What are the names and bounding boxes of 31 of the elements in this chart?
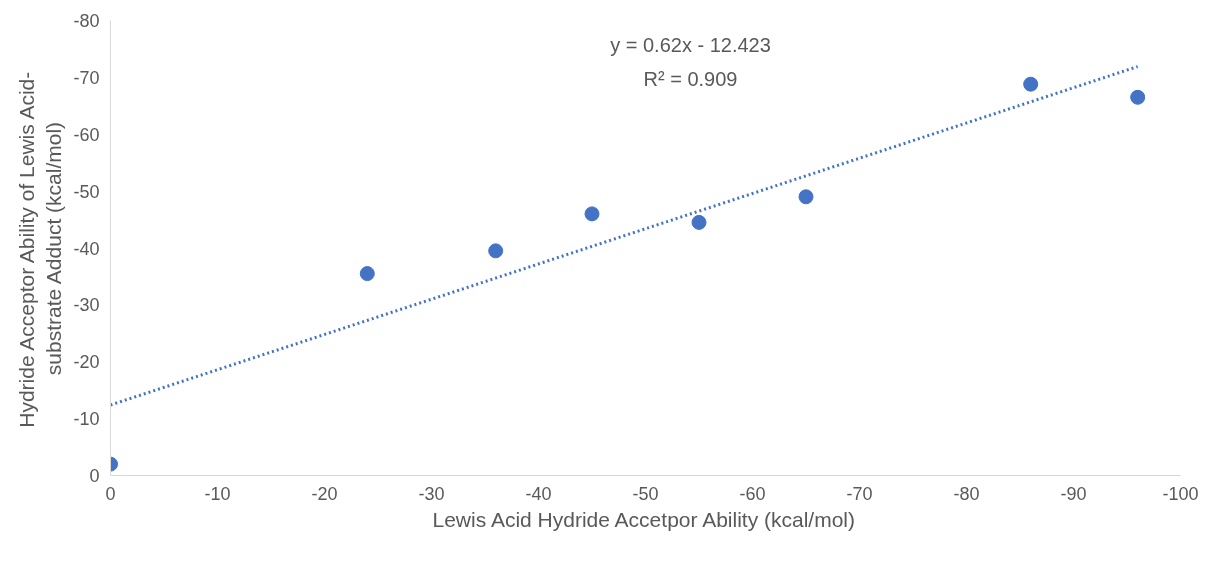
y-tick-label: -50	[73, 181, 100, 202]
x-tick-label: -30	[418, 483, 445, 504]
y-tick-label: 0	[89, 466, 100, 486]
annotation: R² = 0.909	[643, 67, 738, 90]
point	[359, 266, 375, 282]
x-tick-label: -70	[846, 483, 873, 504]
x-tick-label: -80	[953, 483, 980, 504]
y-tick-label: -10	[73, 409, 100, 430]
x-tick-label: -10	[204, 483, 231, 504]
point	[488, 243, 504, 259]
x-tick-label: -90	[1060, 483, 1087, 504]
y-tick-label: -60	[73, 124, 100, 145]
point	[691, 214, 707, 230]
x-tick-label: -50	[632, 483, 659, 504]
point	[798, 189, 814, 205]
annotation: y = 0.62x - 12.423	[610, 33, 771, 56]
y-tick-label: -40	[73, 238, 100, 259]
point	[1023, 76, 1039, 92]
y-tick-label: -20	[73, 352, 100, 373]
x-axis-title: Lewis Acid Hydride Accetpor Ability (kcal/mol)	[432, 507, 856, 531]
x-tick-label: 0	[105, 483, 116, 504]
point	[584, 206, 600, 222]
y-tick-label: -80	[73, 11, 100, 31]
y-tick-label: -70	[73, 67, 100, 88]
x-tick-label: -40	[525, 483, 552, 504]
x-tick-label: -20	[311, 483, 338, 504]
y-axis-title: Hydride Acceptor Ability of Lewis Acid- substrate Adduct (kcal/mol)	[14, 71, 66, 428]
y-tick-label: -30	[73, 295, 100, 316]
x-tick-label: -100	[1162, 483, 1199, 504]
point	[1130, 89, 1146, 105]
x-tick-label: -60	[739, 483, 766, 504]
